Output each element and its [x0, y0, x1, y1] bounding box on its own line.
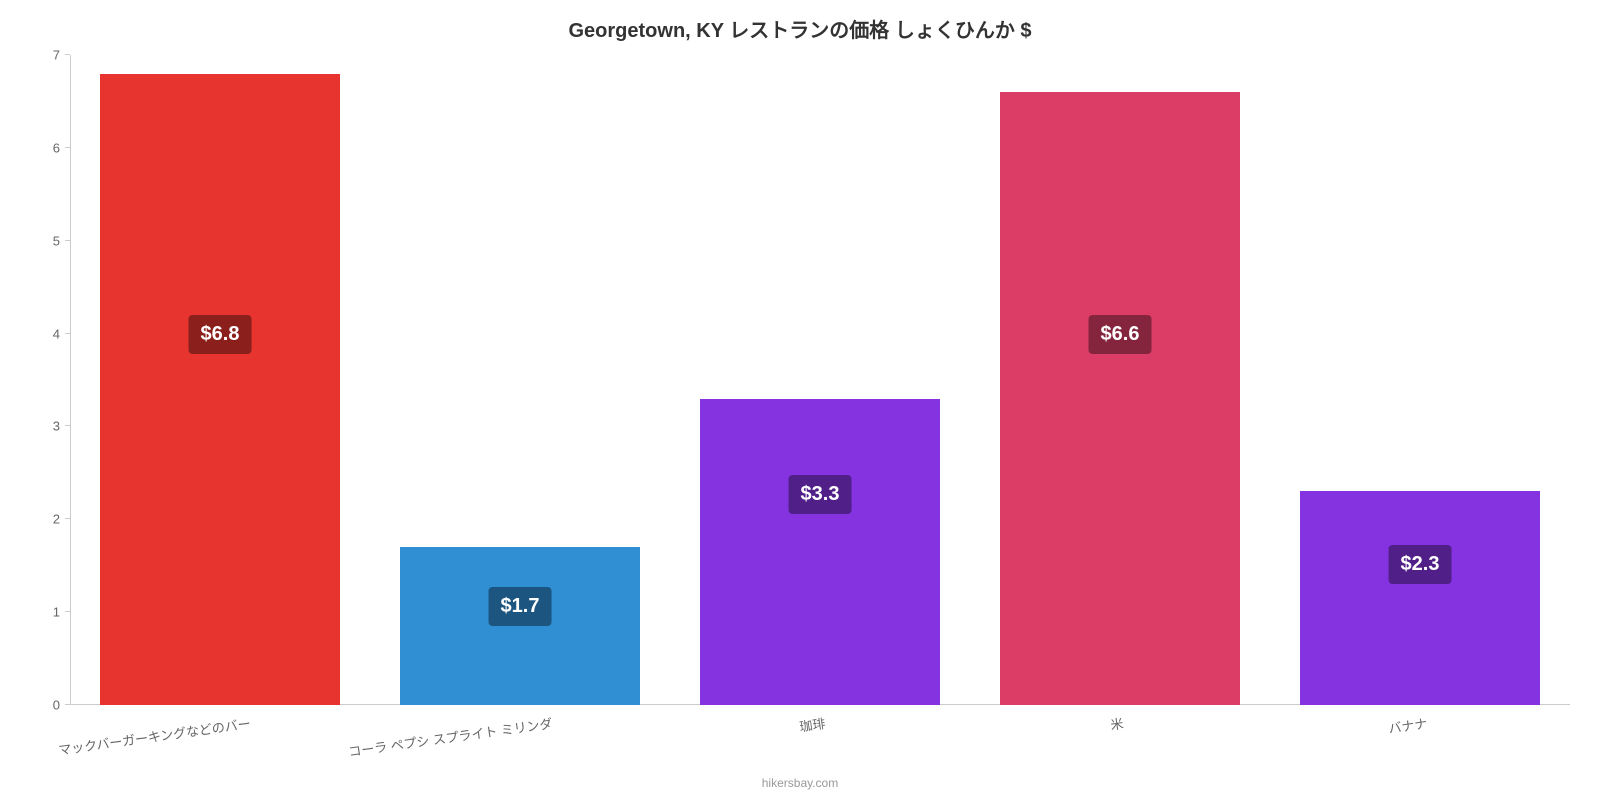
bar-slot: $1.7コーラ ペプシ スプライト ミリンダ: [370, 55, 670, 705]
bar-value-label: $1.7: [489, 587, 552, 626]
y-tick-label: 3: [53, 419, 70, 434]
y-tick-label: 5: [53, 233, 70, 248]
bar: $3.3: [700, 399, 940, 705]
x-category-label: マックバーガーキングなどのバー: [57, 713, 252, 759]
plot-area: 01234567 $6.8マックバーガーキングなどのバー$1.7コーラ ペプシ …: [70, 55, 1570, 705]
y-tick-label: 4: [53, 326, 70, 341]
bar-slot: $3.3珈琲: [670, 55, 970, 705]
credit-text: hikersbay.com: [762, 776, 838, 790]
bar-slot: $6.6米: [970, 55, 1270, 705]
bar: $2.3: [1300, 491, 1540, 705]
bar-slot: $2.3バナナ: [1270, 55, 1570, 705]
y-tick-label: 7: [53, 48, 70, 63]
y-tick-label: 1: [53, 605, 70, 620]
bar-value-label: $6.6: [1089, 315, 1152, 354]
bar-slot: $6.8マックバーガーキングなどのバー: [70, 55, 370, 705]
bar-value-label: $3.3: [789, 475, 852, 514]
x-category-label: 米: [1109, 713, 1125, 734]
y-tick-label: 6: [53, 140, 70, 155]
bar-value-label: $2.3: [1389, 545, 1452, 584]
x-category-label: 珈琲: [798, 713, 826, 735]
bar: $1.7: [400, 547, 640, 705]
bars-area: $6.8マックバーガーキングなどのバー$1.7コーラ ペプシ スプライト ミリン…: [70, 55, 1570, 705]
x-category-label: コーラ ペプシ スプライト ミリンダ: [347, 713, 553, 760]
bar-value-label: $6.8: [189, 315, 252, 354]
bar: $6.8: [100, 74, 340, 705]
x-category-label: バナナ: [1387, 713, 1428, 737]
price-bar-chart: Georgetown, KY レストランの価格 しょくひんか $ 0 1 2 3 4 5 6…: [0, 0, 1600, 800]
y-tick-label: 0: [53, 698, 70, 713]
y-tick-label: 2: [53, 512, 70, 527]
bar: $6.6: [1000, 92, 1240, 705]
chart-title: Georgetown, KY レストランの価格 しょくひんか $: [0, 14, 1600, 43]
